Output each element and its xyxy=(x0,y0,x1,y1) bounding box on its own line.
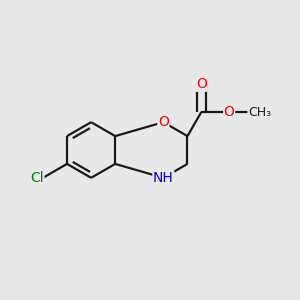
Text: O: O xyxy=(224,105,235,119)
Text: Cl: Cl xyxy=(30,171,44,185)
Text: NH: NH xyxy=(153,171,174,185)
Text: O: O xyxy=(196,77,207,91)
Text: O: O xyxy=(158,115,169,129)
Text: CH₃: CH₃ xyxy=(248,106,271,118)
